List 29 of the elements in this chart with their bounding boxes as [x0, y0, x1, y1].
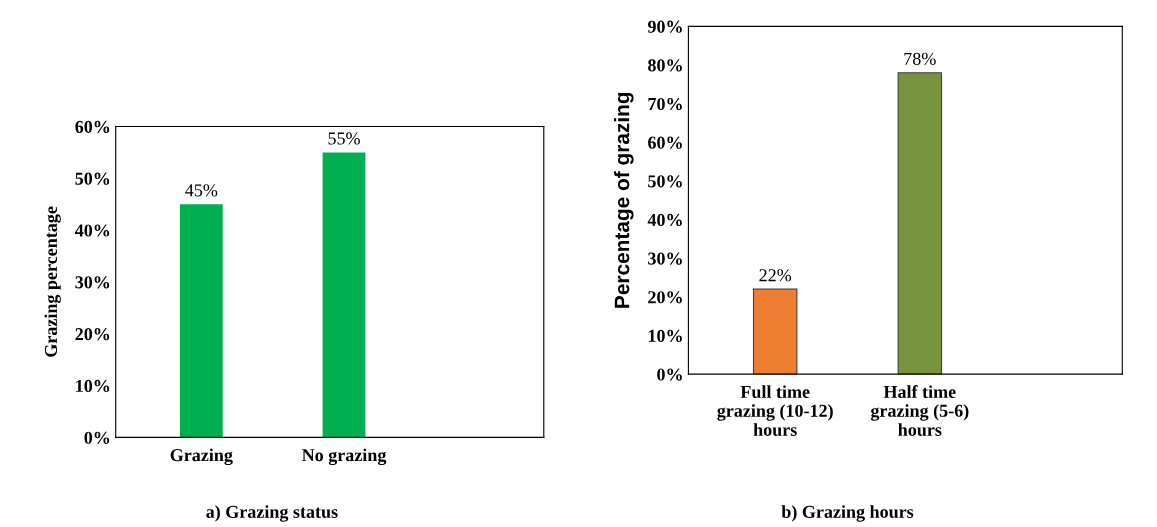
- y-axis-title: Grazing percentage: [44, 206, 61, 357]
- y-tick-label: 50%: [648, 175, 682, 188]
- y-tick-label: 60%: [75, 120, 110, 133]
- data-label: 45%: [185, 184, 218, 197]
- y-tick-label: 50%: [75, 172, 110, 185]
- y-tick-label: 40%: [74, 224, 110, 237]
- text: a) Grazing status: [206, 505, 338, 522]
- y-tick-label: 0%: [84, 431, 110, 444]
- y-tick-label: 20%: [648, 291, 682, 304]
- data-label: 78%: [904, 52, 936, 65]
- x-tick-label: No grazing: [301, 448, 387, 466]
- y-tick-label: 30%: [648, 252, 682, 265]
- text: b) Grazing hours: [781, 505, 914, 522]
- y-tick-label: 90%: [647, 20, 682, 33]
- y-axis-title: Percentage of grazing: [614, 92, 634, 308]
- data-label: 55%: [328, 132, 360, 145]
- y-tick-label: 0%: [657, 368, 682, 381]
- x-tick-label: Grazing: [170, 448, 233, 466]
- y-tick-label: 10%: [648, 329, 682, 343]
- y-tick-label: 20%: [75, 328, 110, 341]
- x-tick-label: Half time grazing (5-6) hours: [870, 385, 969, 436]
- x-tick-label: Full time grazing (10-12) hours: [717, 385, 833, 436]
- y-tick-label: 40%: [647, 213, 682, 227]
- y-tick-label: 80%: [648, 59, 682, 72]
- y-tick-label: 10%: [76, 379, 110, 393]
- y-tick-label: 70%: [648, 97, 682, 111]
- data-label: 22%: [759, 269, 792, 282]
- y-tick-label: 30%: [75, 276, 110, 289]
- y-tick-label: 60%: [648, 136, 682, 149]
